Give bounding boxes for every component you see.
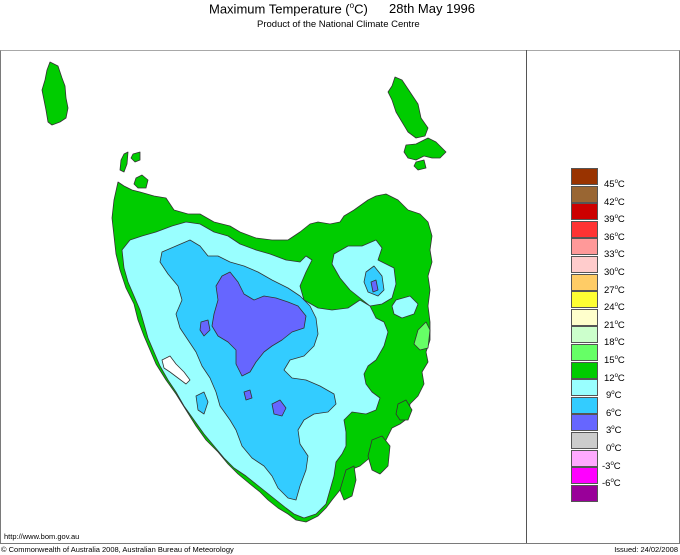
legend-label: -6oC <box>602 478 621 490</box>
temperature-map <box>41 61 447 523</box>
legend-label: 12oC <box>604 372 625 384</box>
legend-swatch <box>571 396 598 414</box>
band-3-6-spot-3 <box>271 399 287 417</box>
king-island <box>41 61 69 126</box>
legend-swatch <box>571 168 598 185</box>
legend-label: 33oC <box>604 249 625 261</box>
legend-label: 6oC <box>606 407 622 419</box>
legend-label: 3oC <box>606 425 622 437</box>
nw-island-3 <box>133 174 149 189</box>
cape-barren-island <box>403 137 447 161</box>
band-3-6-spot-2 <box>243 389 253 401</box>
legend-swatch <box>571 238 598 256</box>
legend-swatch <box>571 185 598 203</box>
legend-label: 21oC <box>604 319 625 331</box>
band-3-6-spot-ne <box>370 279 379 293</box>
band-9-12-east <box>391 295 419 319</box>
legend-swatch <box>571 273 598 291</box>
legend-swatch <box>571 432 598 449</box>
copyright-notice: © Commonwealth of Australia 2008, Austra… <box>1 545 234 554</box>
legend-swatch <box>571 220 598 238</box>
band-6-9-w-spot <box>195 391 209 415</box>
legend-label: 39oC <box>604 214 625 226</box>
legend-swatch <box>571 414 598 432</box>
macquarie-harbour <box>161 355 191 385</box>
legend-swatch <box>571 449 598 467</box>
legend-swatch <box>571 326 598 344</box>
nw-island-2 <box>130 151 141 163</box>
legend-label: 30oC <box>604 267 625 279</box>
legend-swatch <box>571 467 598 485</box>
legend-label: 0oC <box>606 443 622 455</box>
legend-swatch <box>571 308 598 326</box>
legend-swatch <box>571 361 598 379</box>
se-island-3 <box>339 465 357 501</box>
clarke-island <box>413 159 427 171</box>
se-island-1 <box>395 399 413 421</box>
legend-label: -3oC <box>602 460 621 472</box>
legend-swatch <box>571 484 598 502</box>
legend-divider <box>526 50 527 543</box>
band-3-6 <box>211 271 307 377</box>
nw-island-1 <box>119 151 129 173</box>
legend-swatch <box>571 291 598 309</box>
legend-label: 15oC <box>604 355 625 367</box>
map-title: Maximum Temperature (oC) 28th May 1996 <box>0 0 680 18</box>
legend-label: 24oC <box>604 302 625 314</box>
legend-label: 42oC <box>604 196 625 208</box>
title-date: 28th May 1996 <box>389 1 476 16</box>
legend-swatch <box>571 203 598 221</box>
legend-swatch <box>571 379 598 397</box>
legend-swatch <box>571 256 598 273</box>
band-3-6-spot-1 <box>199 319 211 337</box>
se-island-2 <box>367 435 391 475</box>
flinders-island <box>387 76 429 139</box>
title-text: Maximum Temperature (oC) <box>209 1 368 17</box>
legend-label: 45oC <box>604 179 625 191</box>
issued-date: Issued: 24/02/2008 <box>614 545 678 554</box>
subtitle: Product of the National Climate Centre <box>257 19 420 30</box>
band-15-18 <box>413 321 431 351</box>
legend-label: 27oC <box>604 284 625 296</box>
legend-label: 9oC <box>606 390 622 402</box>
legend-label: 36oC <box>604 231 625 243</box>
source-url[interactable]: http://www.bom.gov.au <box>4 532 80 541</box>
legend-swatch <box>571 344 598 361</box>
legend-label: 18oC <box>604 337 625 349</box>
